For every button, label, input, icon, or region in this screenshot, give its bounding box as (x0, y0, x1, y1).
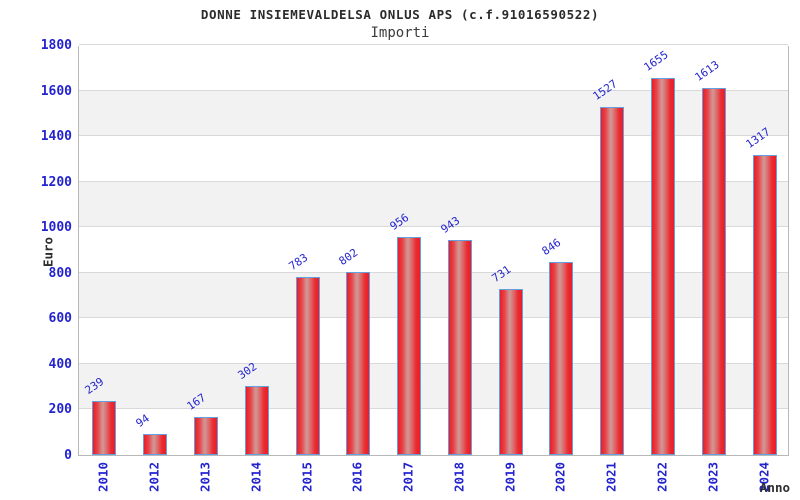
x-tick-label: 2017 (400, 461, 416, 493)
bar-2010 (92, 400, 117, 455)
y-tick-label: 800 (48, 265, 72, 281)
x-tick-label: 2023 (705, 461, 721, 493)
bar-2022 (651, 78, 676, 455)
bar-2018 (447, 240, 472, 455)
x-axis-label: Anno (759, 480, 790, 495)
x-tick-label: 2010 (95, 461, 111, 493)
y-tick-label: 0 (64, 448, 72, 463)
y-tick-label: 600 (48, 311, 72, 327)
gridline (79, 408, 788, 410)
gridline (79, 89, 788, 91)
gridline (79, 44, 788, 45)
chart-subtitle: Importi (370, 25, 430, 41)
plot-band (79, 181, 788, 228)
gridline (79, 135, 788, 137)
y-tick-label: 1400 (40, 129, 72, 145)
plot-band (79, 272, 788, 319)
gridline (79, 271, 788, 273)
x-tick-label: 2015 (299, 461, 315, 493)
plot-band (79, 227, 788, 273)
bar-2016 (346, 272, 371, 455)
plot-band (79, 409, 788, 455)
plot-band (79, 90, 788, 137)
x-tick-label: 2020 (552, 461, 568, 493)
bar-2020 (549, 262, 574, 455)
bar-2023 (701, 87, 726, 455)
bar-2021 (600, 107, 625, 455)
x-tick-label: 2012 (146, 461, 162, 493)
bar-2024 (752, 155, 777, 455)
y-tick-label: 1600 (40, 83, 72, 99)
bar-2015 (295, 276, 320, 455)
plot-area: 239 94 167 302 783 802 956 943 731 846 1527 1655 161… (78, 44, 789, 456)
chart-title: DONNE INSIEMEVALDELSA ONLUS APS (c.f.910… (200, 7, 600, 22)
x-tick-label: 2016 (349, 461, 365, 493)
gridline (79, 180, 788, 182)
bar-2017 (397, 237, 422, 455)
y-tick-label: 1200 (40, 174, 72, 190)
x-tick-label: 2022 (654, 461, 670, 493)
y-tick-label: 200 (48, 402, 72, 418)
y-tick-label: 400 (48, 356, 72, 372)
x-tick-label: 2013 (197, 461, 213, 493)
y-tick-label: 1800 (40, 38, 72, 53)
y-tick-label: 1000 (40, 220, 72, 236)
x-tick-label: 2019 (502, 461, 518, 493)
gridline (79, 317, 788, 319)
bar-2014 (244, 386, 269, 455)
gridline (79, 362, 788, 364)
x-tick-label: 2021 (603, 461, 619, 493)
plot-band (79, 318, 788, 364)
x-tick-label: 2018 (451, 461, 467, 493)
x-tick-label: 2014 (248, 461, 264, 493)
bar-2012 (143, 433, 168, 455)
gridline (79, 226, 788, 228)
plot-band (79, 45, 788, 91)
bar-2019 (498, 288, 523, 455)
y-axis-label: Euro (40, 236, 56, 268)
plot-band (79, 136, 788, 182)
bar-2013 (193, 416, 218, 455)
